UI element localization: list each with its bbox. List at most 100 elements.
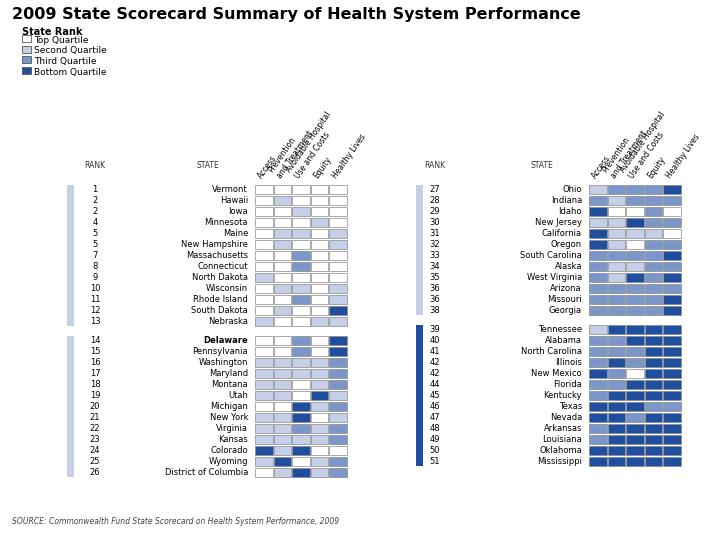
- Bar: [626, 262, 644, 271]
- Bar: [274, 262, 291, 271]
- Bar: [663, 295, 680, 304]
- Bar: [329, 318, 346, 326]
- Bar: [310, 218, 328, 227]
- Bar: [310, 336, 328, 345]
- Bar: [663, 197, 680, 205]
- Bar: [644, 262, 662, 271]
- Bar: [663, 273, 680, 282]
- Text: Alabama: Alabama: [545, 336, 582, 345]
- Bar: [329, 446, 346, 455]
- Bar: [626, 435, 644, 443]
- Bar: [329, 306, 346, 315]
- Bar: [274, 207, 291, 216]
- Text: 20: 20: [90, 402, 100, 411]
- Bar: [274, 347, 291, 355]
- Bar: [589, 424, 606, 433]
- Text: 51: 51: [430, 457, 440, 465]
- Bar: [329, 347, 346, 355]
- Bar: [589, 413, 606, 422]
- Bar: [626, 240, 644, 249]
- Bar: [644, 446, 662, 455]
- Bar: [608, 413, 625, 422]
- Bar: [274, 306, 291, 315]
- Bar: [274, 446, 291, 455]
- Text: RANK: RANK: [424, 161, 446, 170]
- Bar: [292, 262, 310, 271]
- Text: Iowa: Iowa: [228, 207, 248, 216]
- Bar: [608, 306, 625, 315]
- Bar: [310, 252, 328, 260]
- Bar: [274, 336, 291, 345]
- Bar: [274, 358, 291, 367]
- Bar: [644, 197, 662, 205]
- Bar: [663, 424, 680, 433]
- Bar: [329, 391, 346, 400]
- Bar: [329, 358, 346, 367]
- Bar: [663, 207, 680, 216]
- Bar: [329, 230, 346, 238]
- Bar: [663, 218, 680, 227]
- Bar: [292, 446, 310, 455]
- Bar: [663, 457, 680, 465]
- Bar: [608, 295, 625, 304]
- Text: 42: 42: [430, 357, 440, 367]
- Bar: [644, 380, 662, 388]
- Text: 10: 10: [90, 284, 100, 293]
- Text: Oregon: Oregon: [551, 240, 582, 249]
- Bar: [644, 285, 662, 293]
- Text: North Carolina: North Carolina: [521, 347, 582, 356]
- Bar: [274, 391, 291, 400]
- Bar: [626, 207, 644, 216]
- Bar: [255, 240, 272, 249]
- Bar: [310, 358, 328, 367]
- Bar: [608, 240, 625, 249]
- Bar: [626, 252, 644, 260]
- Text: 33: 33: [430, 251, 441, 260]
- Text: 46: 46: [430, 402, 441, 411]
- Bar: [310, 457, 328, 465]
- Bar: [329, 252, 346, 260]
- Bar: [292, 347, 310, 355]
- Text: 39: 39: [430, 325, 441, 334]
- Text: Delaware: Delaware: [203, 336, 248, 345]
- Bar: [608, 380, 625, 388]
- Bar: [608, 262, 625, 271]
- Text: Florida: Florida: [553, 380, 582, 389]
- Bar: [329, 273, 346, 282]
- Bar: [310, 402, 328, 410]
- Text: Alaska: Alaska: [554, 262, 582, 271]
- Bar: [310, 369, 328, 377]
- Bar: [310, 318, 328, 326]
- Text: 24: 24: [90, 446, 100, 455]
- Text: 14: 14: [90, 336, 100, 345]
- Bar: [626, 218, 644, 227]
- Bar: [626, 273, 644, 282]
- Text: 11: 11: [90, 295, 100, 304]
- Text: Missouri: Missouri: [547, 295, 582, 304]
- Text: Tennessee: Tennessee: [538, 325, 582, 334]
- Text: Illinois: Illinois: [555, 357, 582, 367]
- Bar: [663, 185, 680, 194]
- Bar: [626, 197, 644, 205]
- Bar: [644, 391, 662, 400]
- Bar: [274, 318, 291, 326]
- Bar: [589, 325, 606, 334]
- Bar: [589, 218, 606, 227]
- Bar: [67, 185, 74, 326]
- Bar: [310, 306, 328, 315]
- Text: 2: 2: [92, 196, 98, 205]
- Bar: [663, 325, 680, 334]
- Text: 40: 40: [430, 336, 440, 345]
- Text: Top Quartile: Top Quartile: [34, 36, 89, 45]
- Bar: [589, 306, 606, 315]
- Text: 32: 32: [430, 240, 441, 249]
- Bar: [329, 380, 346, 388]
- Bar: [274, 435, 291, 443]
- Text: Vermont: Vermont: [212, 185, 248, 194]
- Text: 50: 50: [430, 446, 440, 455]
- Text: 29: 29: [430, 207, 440, 216]
- Bar: [589, 457, 606, 465]
- Bar: [274, 197, 291, 205]
- Bar: [255, 402, 272, 410]
- Bar: [274, 240, 291, 249]
